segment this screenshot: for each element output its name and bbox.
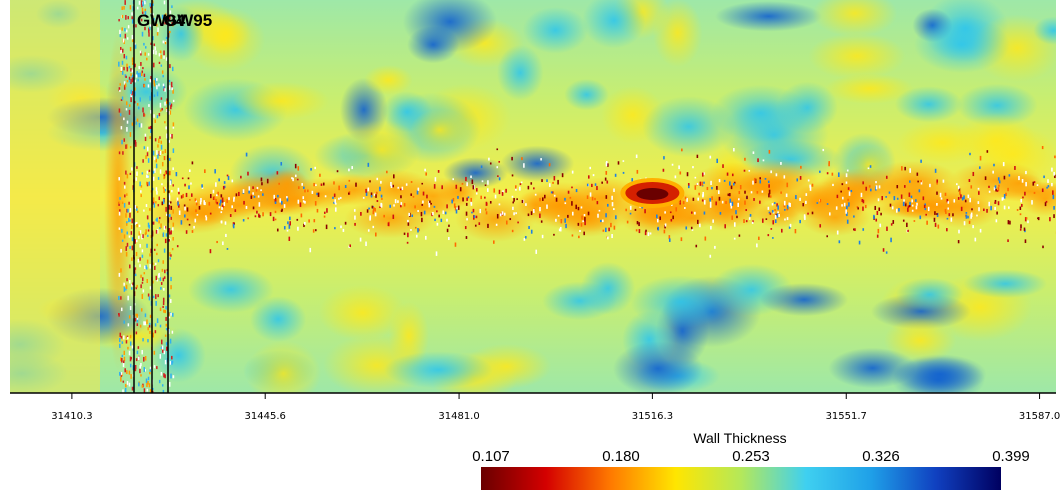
x-tick-label: 31481.0	[438, 411, 479, 422]
colorbar-tick-label: 0.180	[602, 448, 640, 465]
x-tick-label: 31445.6	[245, 411, 286, 422]
anomaly-core	[636, 188, 669, 200]
colorbar-tick-label: 0.326	[862, 448, 900, 465]
colorbar-tick-label: 0.107	[472, 448, 510, 465]
colorbar-tick-label: 0.399	[992, 448, 1030, 465]
x-tick-label: 31551.7	[826, 411, 867, 422]
x-tick-label: 31587.0	[1019, 411, 1060, 422]
colorbar-title: Wall Thickness	[693, 430, 786, 446]
colorbar-tick-label: 0.253	[732, 448, 770, 465]
x-tick-label: 31410.3	[51, 411, 92, 422]
x-tick-label: 31516.3	[632, 411, 673, 422]
colorbar-tick-labels: 0.107 0.180 0.253 0.326 0.399	[472, 448, 1030, 465]
heatmap-area	[10, 0, 1056, 393]
x-axis-ticks: 31410.3 31445.6 31481.0 31516.3 31551.7 31587…	[51, 393, 1060, 422]
weld-label: GW95	[164, 11, 212, 30]
anomaly-marker	[620, 178, 685, 208]
weld-label: GW94	[137, 11, 186, 30]
colorbar	[481, 467, 1001, 490]
